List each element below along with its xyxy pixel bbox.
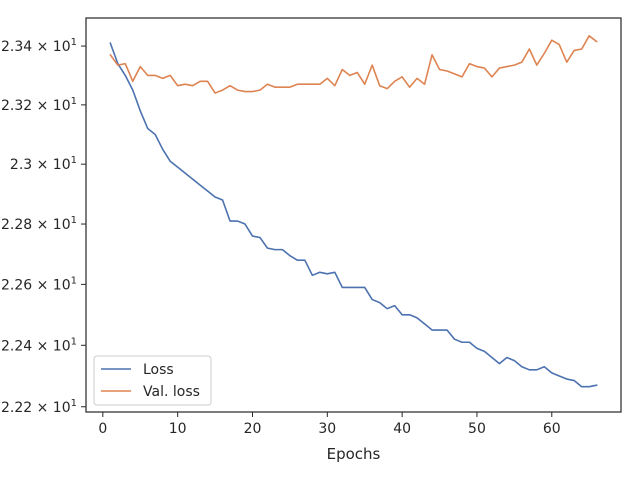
plot-area [86, 18, 621, 412]
x-tick-label: 0 [98, 421, 107, 437]
plot-frame [85, 17, 622, 413]
series-line-loss [109, 42, 598, 388]
legend-label-val-loss: Val. loss [143, 384, 200, 400]
legend: Loss Val. loss [93, 355, 212, 406]
x-axis-label: Epochs [327, 445, 381, 463]
x-tick-label: 10 [169, 421, 187, 437]
y-tick-label: 2.32 × 101 [1, 96, 77, 114]
y-axis: 2.22 × 101 2.24 × 101 2.26 × 101 2.28 × 101… [1, 37, 86, 416]
y-tick-label: 2.28 × 101 [1, 215, 77, 233]
y-tick-label: 2.3 × 101 [10, 155, 77, 173]
x-tick-label: 20 [244, 421, 262, 437]
y-tick-label: 2.24 × 101 [1, 336, 77, 354]
y-tick-label: 2.34 × 101 [1, 37, 77, 55]
x-tick-label: 50 [468, 421, 486, 437]
y-tick-label: 2.22 × 101 [1, 398, 77, 416]
series-line-val-loss [109, 35, 598, 94]
x-axis: 0 10 20 30 40 50 60 [98, 412, 561, 437]
series-layer [109, 35, 598, 388]
x-tick-label: 60 [543, 421, 561, 437]
legend-label-loss: Loss [143, 362, 174, 378]
x-tick-label: 30 [318, 421, 336, 437]
y-tick-label: 2.26 × 101 [1, 275, 77, 293]
x-tick-label: 40 [393, 421, 411, 437]
